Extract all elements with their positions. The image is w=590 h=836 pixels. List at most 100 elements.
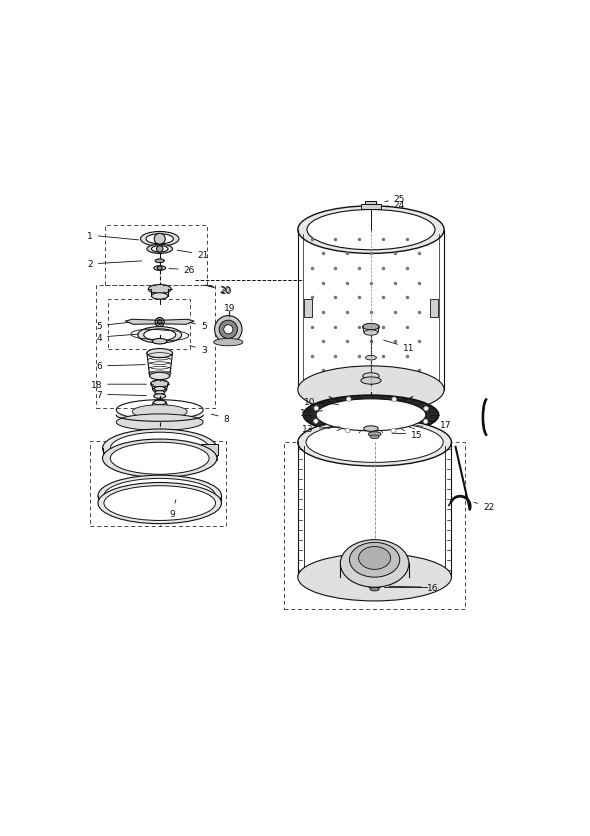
Text: 7: 7: [96, 390, 146, 400]
Ellipse shape: [152, 247, 168, 252]
Circle shape: [367, 406, 369, 408]
Text: 21: 21: [177, 251, 209, 259]
Text: 18: 18: [91, 380, 146, 390]
Bar: [90, 441, 226, 527]
Bar: [304, 300, 312, 317]
Text: 16: 16: [389, 583, 439, 592]
Ellipse shape: [365, 356, 376, 360]
Circle shape: [373, 402, 375, 405]
Ellipse shape: [363, 402, 379, 409]
Ellipse shape: [155, 260, 164, 263]
Ellipse shape: [370, 588, 379, 591]
Ellipse shape: [364, 330, 378, 336]
Bar: [201, 444, 218, 456]
Text: 26: 26: [169, 266, 195, 274]
Text: 11: 11: [384, 341, 414, 353]
Ellipse shape: [150, 380, 169, 388]
Bar: [284, 443, 465, 609]
Ellipse shape: [147, 349, 172, 359]
Ellipse shape: [104, 486, 215, 521]
Polygon shape: [363, 202, 379, 206]
Ellipse shape: [363, 324, 379, 330]
Text: 25: 25: [385, 195, 405, 204]
Text: 12: 12: [300, 409, 323, 418]
Circle shape: [424, 407, 428, 411]
Circle shape: [364, 405, 366, 406]
Ellipse shape: [298, 553, 451, 601]
Ellipse shape: [361, 377, 381, 385]
Ellipse shape: [150, 373, 170, 380]
Text: 19: 19: [224, 303, 235, 313]
Ellipse shape: [224, 325, 233, 334]
Text: 9: 9: [169, 500, 176, 518]
Ellipse shape: [116, 415, 203, 431]
Text: 1: 1: [87, 232, 139, 241]
Circle shape: [346, 429, 350, 433]
Ellipse shape: [155, 400, 164, 404]
Ellipse shape: [150, 405, 169, 413]
Circle shape: [391, 429, 395, 433]
Circle shape: [196, 455, 201, 461]
Ellipse shape: [368, 583, 382, 589]
Bar: [431, 300, 438, 317]
Text: 15: 15: [392, 430, 422, 439]
Ellipse shape: [140, 232, 179, 247]
Ellipse shape: [104, 479, 215, 513]
Ellipse shape: [152, 293, 168, 300]
Ellipse shape: [137, 327, 182, 344]
Ellipse shape: [340, 540, 409, 588]
Text: 5: 5: [96, 322, 130, 331]
Ellipse shape: [98, 483, 221, 524]
Circle shape: [158, 320, 162, 325]
Circle shape: [314, 406, 319, 411]
Ellipse shape: [144, 329, 176, 341]
Text: 4: 4: [97, 334, 139, 342]
Text: 22: 22: [474, 502, 494, 511]
Polygon shape: [126, 320, 160, 325]
Ellipse shape: [368, 432, 381, 436]
Text: 3: 3: [190, 345, 206, 354]
Ellipse shape: [132, 405, 187, 419]
Ellipse shape: [298, 206, 444, 254]
Ellipse shape: [307, 211, 435, 251]
Ellipse shape: [219, 321, 237, 339]
Text: 24: 24: [385, 201, 405, 210]
Circle shape: [154, 234, 165, 245]
Ellipse shape: [146, 234, 173, 244]
Ellipse shape: [316, 400, 426, 431]
Bar: [105, 226, 207, 285]
Ellipse shape: [110, 443, 209, 475]
Ellipse shape: [370, 436, 379, 439]
Ellipse shape: [152, 339, 167, 344]
Circle shape: [424, 420, 428, 424]
Text: 13: 13: [302, 425, 340, 434]
Ellipse shape: [103, 440, 217, 478]
Ellipse shape: [214, 339, 243, 346]
Ellipse shape: [298, 419, 451, 466]
Circle shape: [392, 397, 396, 402]
Ellipse shape: [154, 387, 165, 391]
Circle shape: [139, 455, 144, 461]
Ellipse shape: [154, 267, 166, 271]
Text: 20: 20: [205, 285, 231, 294]
Ellipse shape: [155, 391, 165, 395]
Ellipse shape: [110, 433, 209, 465]
Circle shape: [367, 402, 369, 405]
Text: 20: 20: [205, 286, 231, 296]
Ellipse shape: [148, 285, 171, 294]
Bar: [108, 300, 191, 350]
Text: 5: 5: [190, 322, 206, 331]
Ellipse shape: [153, 387, 166, 393]
Circle shape: [346, 397, 351, 402]
Ellipse shape: [306, 423, 443, 463]
Ellipse shape: [147, 245, 172, 254]
Ellipse shape: [359, 547, 391, 569]
Ellipse shape: [98, 476, 221, 517]
Ellipse shape: [215, 316, 242, 344]
Circle shape: [156, 247, 163, 252]
Text: 2: 2: [87, 260, 142, 269]
Text: 17: 17: [428, 421, 451, 430]
Ellipse shape: [303, 395, 438, 435]
Text: 10: 10: [304, 397, 339, 406]
Circle shape: [376, 405, 378, 406]
